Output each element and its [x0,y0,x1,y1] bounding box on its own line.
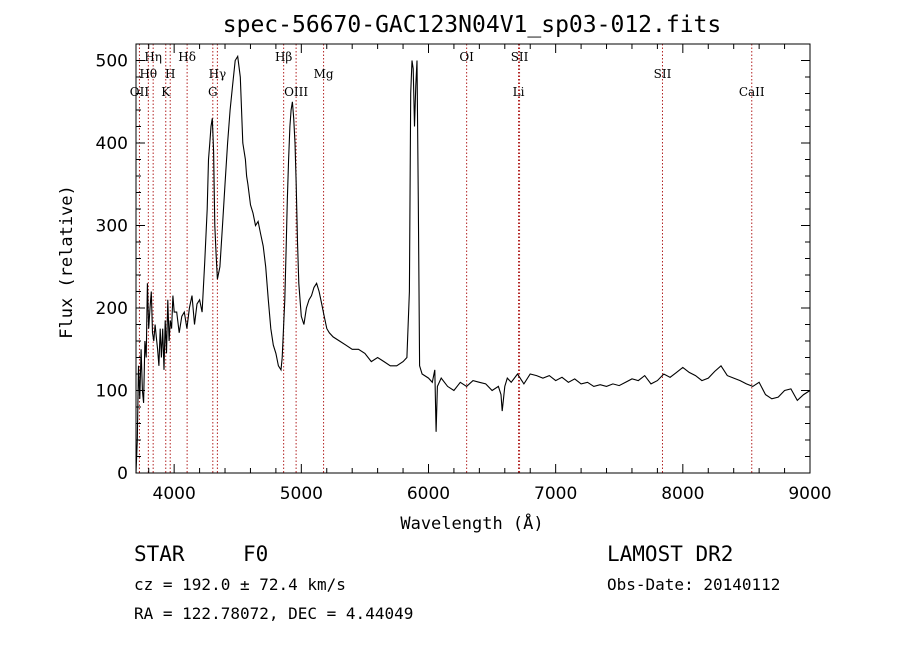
x-tick-label: 4000 [153,484,196,504]
spectral-line-label: CaII [739,85,765,99]
x-tick-label: 8000 [661,484,704,504]
y-tick-label: 300 [96,217,128,237]
spectral-line-label: Li [513,85,525,99]
spectral-line-markers [138,44,753,473]
x-tick-label: 5000 [280,484,323,504]
y-tick-label: 200 [96,299,128,319]
spectral-line-label: K [161,85,171,99]
y-axis-ticks: 0 100 200 300 400 500 [96,43,810,484]
spectral-line-label: Hβ [275,50,292,64]
spectral-line-label: Hδ [178,50,196,64]
x-tick-label: 6000 [407,484,450,504]
x-tick-label: 7000 [534,484,577,504]
spectrum-line [135,54,811,474]
y-axis-label: Flux (relative) [57,185,77,339]
chart-title: spec-56670-GAC123N04V1_sp03-012.fits [223,12,722,38]
spectral-line-label: H [165,67,175,81]
spectral-line-label: OII [130,85,150,99]
spectral-line-label: SII [654,67,672,81]
spectral-line-label: OIII [284,85,308,99]
spectral-line-label: OI [459,50,474,64]
spectral-line-label: SII [511,50,529,64]
coordinates-text: RA = 122.78072, DEC = 4.44049 [134,604,413,623]
spectral-line-label: Hγ [209,67,227,81]
redshift-text: cz = 192.0 ± 72.4 km/s [134,575,346,594]
plot-frame [135,43,811,474]
y-tick-label: 400 [96,134,128,154]
x-axis-ticks: 4000 5000 6000 7000 8000 9000 [148,44,832,504]
spectral-line-label: Hθ [139,67,157,81]
spectral-line-label: G [208,85,218,99]
spectral-line-label: Mg [314,67,334,81]
y-tick-label: 100 [96,382,128,402]
observation-date: Obs-Date: 20140112 [607,575,780,594]
x-axis-label: Wavelength (Å) [400,512,543,534]
object-subclass: F0 [243,542,268,566]
x-tick-label: 9000 [788,484,831,504]
y-tick-label: 0 [117,464,128,484]
spectral-line-label: Hη [144,50,162,64]
survey-name: LAMOST DR2 [607,542,733,566]
y-tick-label: 500 [96,52,128,72]
object-class: STAR [134,542,185,566]
spectrum-info: STAR F0 LAMOST DR2 cz = 192.0 ± 72.4 km/… [134,542,780,623]
